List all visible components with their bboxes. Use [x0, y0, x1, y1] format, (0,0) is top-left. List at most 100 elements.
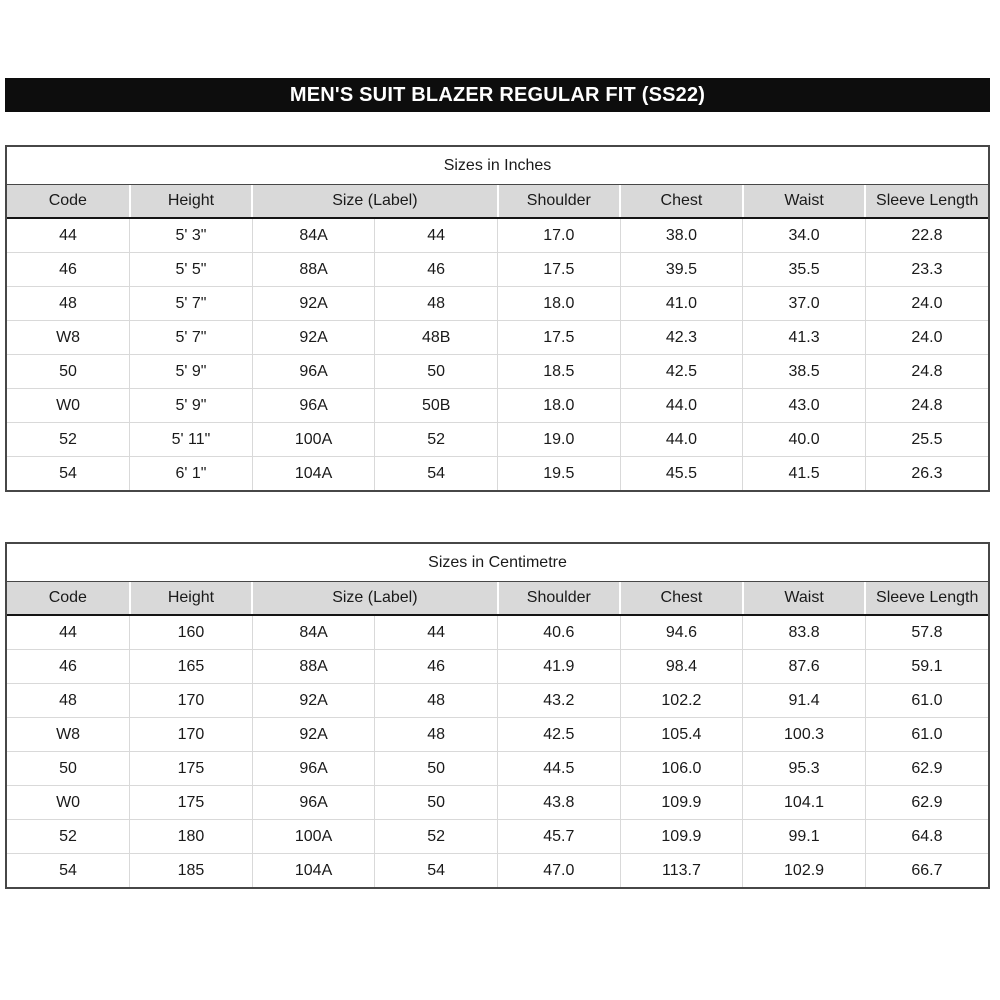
- table-cell: 38.0: [619, 218, 743, 253]
- table-cell: 175: [129, 751, 253, 786]
- table-cell: 42.3: [619, 320, 743, 355]
- column-header: Sleeve Length: [864, 582, 988, 616]
- table-cell: 23.3: [864, 252, 988, 287]
- table-cell: 42.5: [619, 354, 743, 389]
- table-cell: 96A: [251, 388, 375, 423]
- table-cell: 34.0: [742, 218, 866, 253]
- table-cell: 87.6: [742, 649, 866, 684]
- table-row: 52 5' 11" 100A 52 19.0 44.0 40.0 25.5: [7, 422, 988, 457]
- table-cell: 44: [374, 218, 498, 253]
- table-cell: 92A: [251, 286, 375, 321]
- column-header: Size (Label): [251, 582, 498, 616]
- table-cell: 26.3: [864, 456, 988, 490]
- table-cell: 5' 9": [129, 388, 253, 423]
- table-cell: 5' 3": [129, 218, 253, 253]
- table-cell: 48: [374, 717, 498, 752]
- column-header: Shoulder: [496, 185, 621, 219]
- table-row: 50 5' 9" 96A 50 18.5 42.5 38.5 24.8: [7, 354, 988, 389]
- table-cell: 40.6: [497, 615, 621, 650]
- table-cell: 5' 7": [129, 286, 253, 321]
- table-row: 44 5' 3" 84A 44 17.0 38.0 34.0 22.8: [7, 218, 988, 253]
- table-row: 54 6' 1" 104A 54 19.5 45.5 41.5 26.3: [7, 456, 988, 490]
- table-cell: 52: [7, 819, 130, 854]
- table-row: 52 180 100A 52 45.7 109.9 99.1 64.8: [7, 819, 988, 854]
- table-cell: W0: [7, 785, 130, 820]
- table-cell: 22.8: [864, 218, 988, 253]
- table-cell: 185: [129, 853, 253, 887]
- column-header: Waist: [741, 582, 866, 616]
- table-cell: 92A: [251, 683, 375, 718]
- table-cell: W8: [7, 717, 130, 752]
- table-cell: 48: [7, 286, 130, 321]
- column-header: Chest: [619, 582, 743, 616]
- table-cell: 113.7: [619, 853, 743, 887]
- table-cell: 95.3: [742, 751, 866, 786]
- table-cell: 99.1: [742, 819, 866, 854]
- centimetre-size-table: Code Height Size (Label) Shoulder Chest Waist…: [7, 582, 988, 887]
- table-cell: 43.2: [497, 683, 621, 718]
- table-cell: 41.9: [497, 649, 621, 684]
- table-cell: 109.9: [619, 819, 743, 854]
- table-row: W0 175 96A 50 43.8 109.9 104.1 62.9: [7, 785, 988, 820]
- table-cell: 92A: [251, 717, 375, 752]
- table-cell: 45.5: [619, 456, 743, 490]
- table-cell: 18.0: [497, 286, 621, 321]
- table-row: 48 5' 7" 92A 48 18.0 41.0 37.0 24.0: [7, 286, 988, 321]
- table-cell: 62.9: [864, 751, 988, 786]
- table-cell: 100A: [251, 819, 375, 854]
- table-cell: 102.9: [742, 853, 866, 887]
- table-row: W0 5' 9" 96A 50B 18.0 44.0 43.0 24.8: [7, 388, 988, 423]
- table-cell: W8: [7, 320, 130, 355]
- table-row: 54 185 104A 54 47.0 113.7 102.9 66.7: [7, 853, 988, 887]
- table-cell: 96A: [251, 785, 375, 820]
- table-cell: 98.4: [619, 649, 743, 684]
- table-cell: 104.1: [742, 785, 866, 820]
- column-header: Shoulder: [496, 582, 621, 616]
- table-cell: 5' 9": [129, 354, 253, 389]
- centimetre-table-body: 44 160 84A 44 40.6 94.6 83.8 57.8 46 165 88A 46 41.9…: [7, 615, 988, 887]
- table-cell: 170: [129, 683, 253, 718]
- table-cell: 44.0: [619, 388, 743, 423]
- table-cell: 180: [129, 819, 253, 854]
- table-cell: 100A: [251, 422, 375, 457]
- table-cell: 50: [374, 354, 498, 389]
- table-cell: 44: [374, 615, 498, 650]
- table-cell: 48: [7, 683, 130, 718]
- table-row: W8 170 92A 48 42.5 105.4 100.3 61.0: [7, 717, 988, 752]
- table-cell: 43.0: [742, 388, 866, 423]
- centimetre-table-header: Code Height Size (Label) Shoulder Chest Waist…: [7, 582, 988, 616]
- table-cell: 44: [7, 615, 130, 650]
- table-cell: 24.0: [864, 320, 988, 355]
- page-title-bar: MEN'S SUIT BLAZER REGULAR FIT (SS22): [5, 78, 990, 112]
- table-cell: 37.0: [742, 286, 866, 321]
- table-cell: 100.3: [742, 717, 866, 752]
- column-header: Code: [7, 185, 130, 219]
- table-cell: 96A: [251, 751, 375, 786]
- table-cell: W0: [7, 388, 130, 423]
- table-cell: 50B: [374, 388, 498, 423]
- table-cell: 5' 5": [129, 252, 253, 287]
- table-cell: 50: [374, 785, 498, 820]
- table-cell: 5' 11": [129, 422, 253, 457]
- table-cell: 102.2: [619, 683, 743, 718]
- table-cell: 84A: [251, 218, 375, 253]
- table-cell: 84A: [251, 615, 375, 650]
- table-cell: 50: [374, 751, 498, 786]
- table-cell: 48B: [374, 320, 498, 355]
- column-header: Code: [7, 582, 130, 616]
- table-cell: 24.8: [864, 354, 988, 389]
- table-cell: 17.5: [497, 252, 621, 287]
- column-header: Height: [128, 185, 253, 219]
- table-cell: 17.0: [497, 218, 621, 253]
- inches-table-header: Code Height Size (Label) Shoulder Chest Waist…: [7, 185, 988, 219]
- table-cell: 19.0: [497, 422, 621, 457]
- table-cell: 64.8: [864, 819, 988, 854]
- table-cell: 92A: [251, 320, 375, 355]
- table-cell: 5' 7": [129, 320, 253, 355]
- table-cell: 62.9: [864, 785, 988, 820]
- table-cell: 44: [7, 218, 130, 253]
- inches-table-section: Sizes in Inches Code Height Size (Label) Sh…: [5, 145, 990, 492]
- table-cell: 175: [129, 785, 253, 820]
- table-cell: 52: [374, 819, 498, 854]
